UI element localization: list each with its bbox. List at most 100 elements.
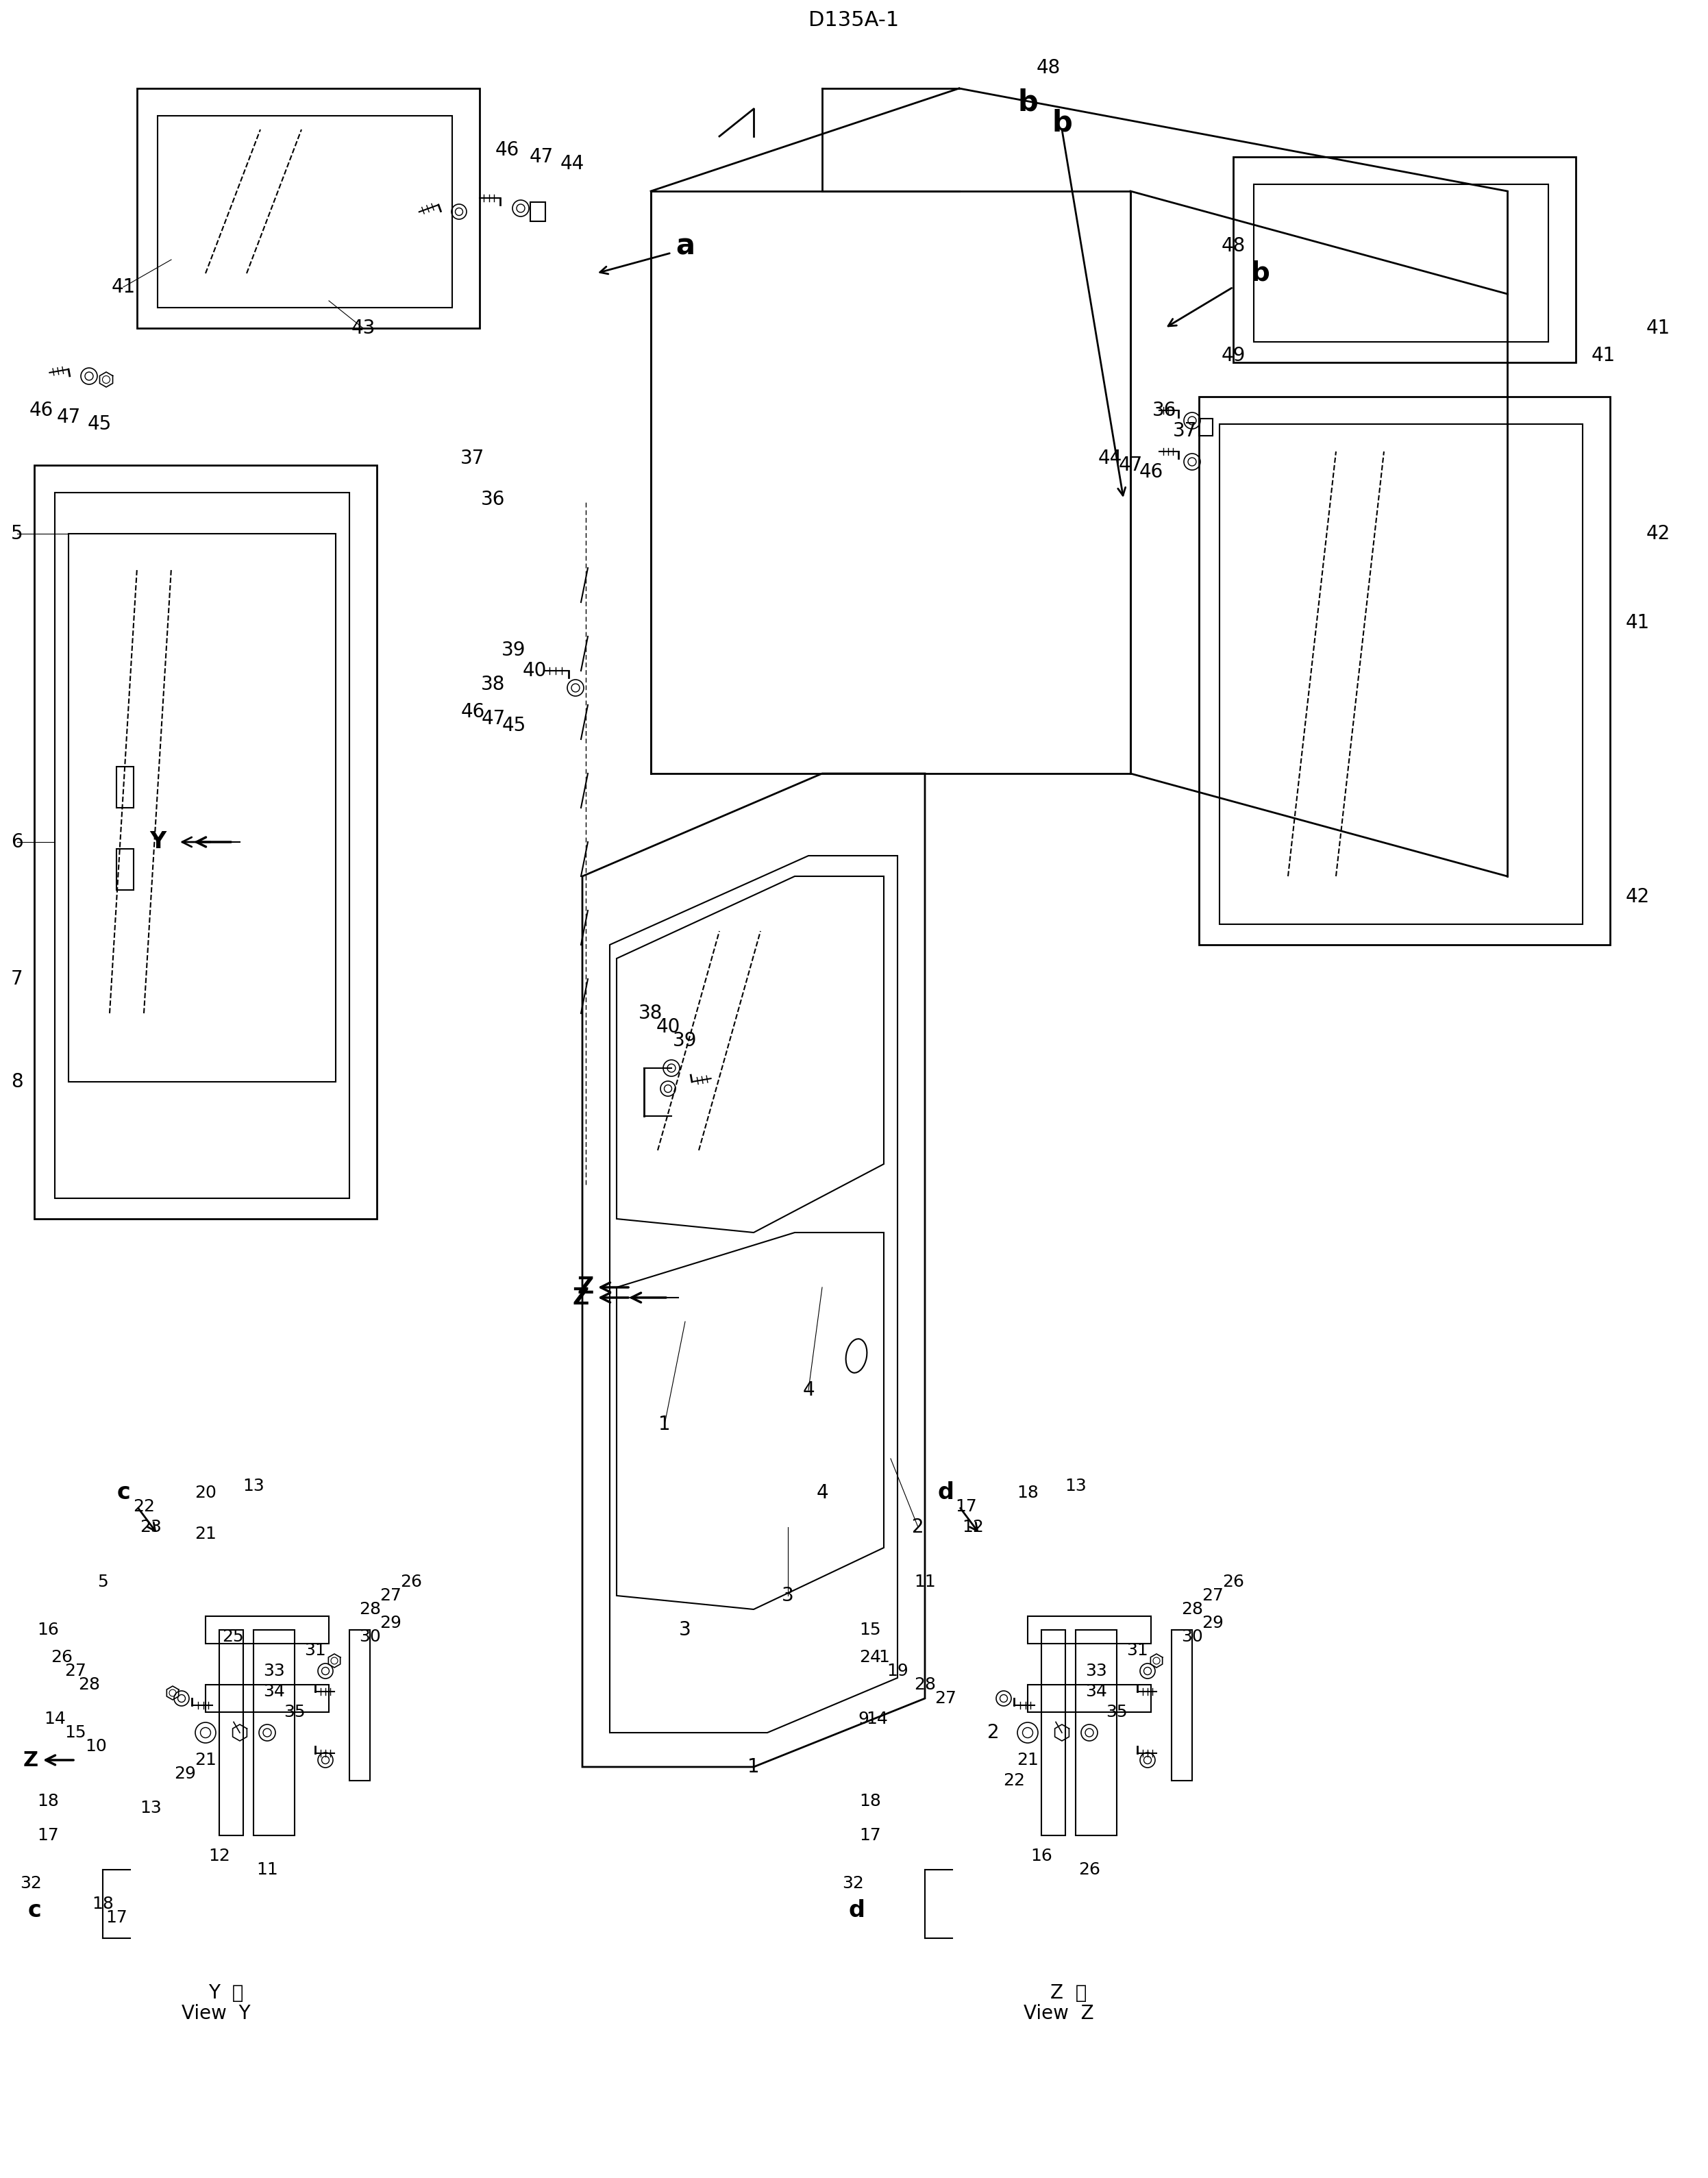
Text: 14: 14 [866, 1710, 888, 1727]
Text: 22: 22 [1003, 1773, 1025, 1788]
Text: 41: 41 [1647, 318, 1670, 338]
Text: 44: 44 [1098, 449, 1122, 468]
Text: 37: 37 [461, 449, 485, 468]
Bar [116, 849, 133, 891]
Text: 35: 35 [1105, 1703, 1127, 1721]
Text: 29: 29 [379, 1614, 401, 1631]
Text: b: b [1018, 87, 1038, 115]
Text: 35: 35 [284, 1703, 306, 1721]
Text: 19: 19 [886, 1662, 909, 1679]
Text: 27: 27 [379, 1588, 401, 1603]
Text: 13: 13 [1064, 1479, 1086, 1494]
Text: 41: 41 [1626, 614, 1650, 632]
Text: d: d [849, 1899, 864, 1923]
Bar [1028, 1616, 1151, 1644]
Text: 46: 46 [1139, 462, 1163, 481]
Bar [219, 1629, 243, 1836]
Text: 32: 32 [842, 1875, 864, 1893]
Text: 48: 48 [1037, 59, 1061, 78]
Text: c: c [27, 1899, 41, 1923]
Text: a: a [676, 231, 695, 261]
Text: 20: 20 [195, 1485, 217, 1501]
Text: 3: 3 [680, 1620, 692, 1640]
Ellipse shape [845, 1339, 868, 1372]
Text: b: b [1052, 109, 1073, 137]
Text: 34: 34 [263, 1684, 285, 1699]
Bar [205, 1686, 330, 1712]
Text: 34: 34 [1085, 1684, 1107, 1699]
Text: 3: 3 [782, 1586, 794, 1605]
Text: 27: 27 [934, 1690, 956, 1708]
Text: 26: 26 [1223, 1575, 1243, 1590]
Text: Z: Z [572, 1287, 589, 1309]
Text: 38: 38 [639, 1004, 663, 1024]
Bar [116, 767, 133, 808]
Text: 18: 18 [38, 1792, 58, 1810]
Text: b: b [1250, 261, 1271, 285]
Text: 1: 1 [878, 1649, 890, 1666]
Text: 47: 47 [56, 407, 80, 427]
Text: 24: 24 [859, 1649, 881, 1666]
Text: View  Y: View Y [181, 2004, 251, 2023]
Text: 28: 28 [359, 1601, 381, 1618]
Text: 18: 18 [92, 1895, 114, 1912]
Text: 44: 44 [560, 155, 584, 174]
Text: 39: 39 [673, 1030, 697, 1050]
Text: View  Z: View Z [1023, 2004, 1093, 2023]
Text: 15: 15 [859, 1623, 881, 1638]
Text: 26: 26 [1078, 1862, 1100, 1877]
Text: 33: 33 [1085, 1662, 1107, 1679]
Text: 15: 15 [65, 1725, 85, 1740]
Text: 46: 46 [29, 401, 53, 420]
Text: 11: 11 [256, 1862, 278, 1877]
Text: 28: 28 [79, 1677, 101, 1692]
Text: 26: 26 [51, 1649, 73, 1666]
Text: Y: Y [149, 830, 166, 854]
Text: 4: 4 [803, 1381, 815, 1400]
Bar [205, 1616, 330, 1644]
Text: 33: 33 [263, 1662, 285, 1679]
Text: 1: 1 [748, 1758, 760, 1777]
Text: 13: 13 [140, 1799, 162, 1816]
Text: 47: 47 [529, 148, 553, 166]
Text: 41: 41 [1592, 346, 1616, 366]
Text: 41: 41 [111, 277, 135, 296]
Bar [1042, 1629, 1066, 1836]
Text: c: c [116, 1481, 130, 1505]
Text: 43: 43 [352, 318, 376, 338]
Text: 36: 36 [482, 490, 506, 510]
Text: 36: 36 [1153, 401, 1177, 420]
Text: 28: 28 [1182, 1601, 1202, 1618]
Text: 45: 45 [502, 717, 526, 736]
Bar [1172, 1629, 1192, 1782]
Text: 9: 9 [857, 1710, 869, 1727]
Text: 37: 37 [1173, 420, 1197, 440]
Text: Z: Z [577, 1276, 594, 1298]
Text: 6: 6 [10, 832, 24, 852]
Text: 14: 14 [44, 1710, 65, 1727]
Text: 42: 42 [1647, 525, 1670, 542]
Text: Z  視: Z 視 [1050, 1984, 1086, 2002]
Text: 38: 38 [482, 675, 506, 695]
Text: 25: 25 [222, 1629, 244, 1644]
Text: 29: 29 [174, 1766, 196, 1782]
Text: 17: 17 [859, 1827, 881, 1843]
Bar [529, 203, 545, 222]
Bar [1076, 1629, 1117, 1836]
Text: 7: 7 [10, 969, 24, 989]
Text: 8: 8 [10, 1072, 24, 1091]
Text: 42: 42 [1626, 886, 1650, 906]
Bar [253, 1629, 294, 1836]
Text: 48: 48 [1221, 237, 1245, 255]
Text: 5: 5 [10, 525, 24, 542]
Text: 4: 4 [816, 1483, 828, 1503]
Text: 49: 49 [1221, 346, 1245, 366]
Bar [350, 1629, 371, 1782]
Text: 10: 10 [85, 1738, 108, 1755]
Text: 47: 47 [482, 710, 506, 727]
Text: Y  視: Y 視 [208, 1984, 244, 2002]
Text: 40: 40 [656, 1017, 680, 1037]
Text: 21: 21 [195, 1751, 217, 1769]
Text: 17: 17 [38, 1827, 58, 1843]
Text: 16: 16 [1030, 1847, 1052, 1864]
